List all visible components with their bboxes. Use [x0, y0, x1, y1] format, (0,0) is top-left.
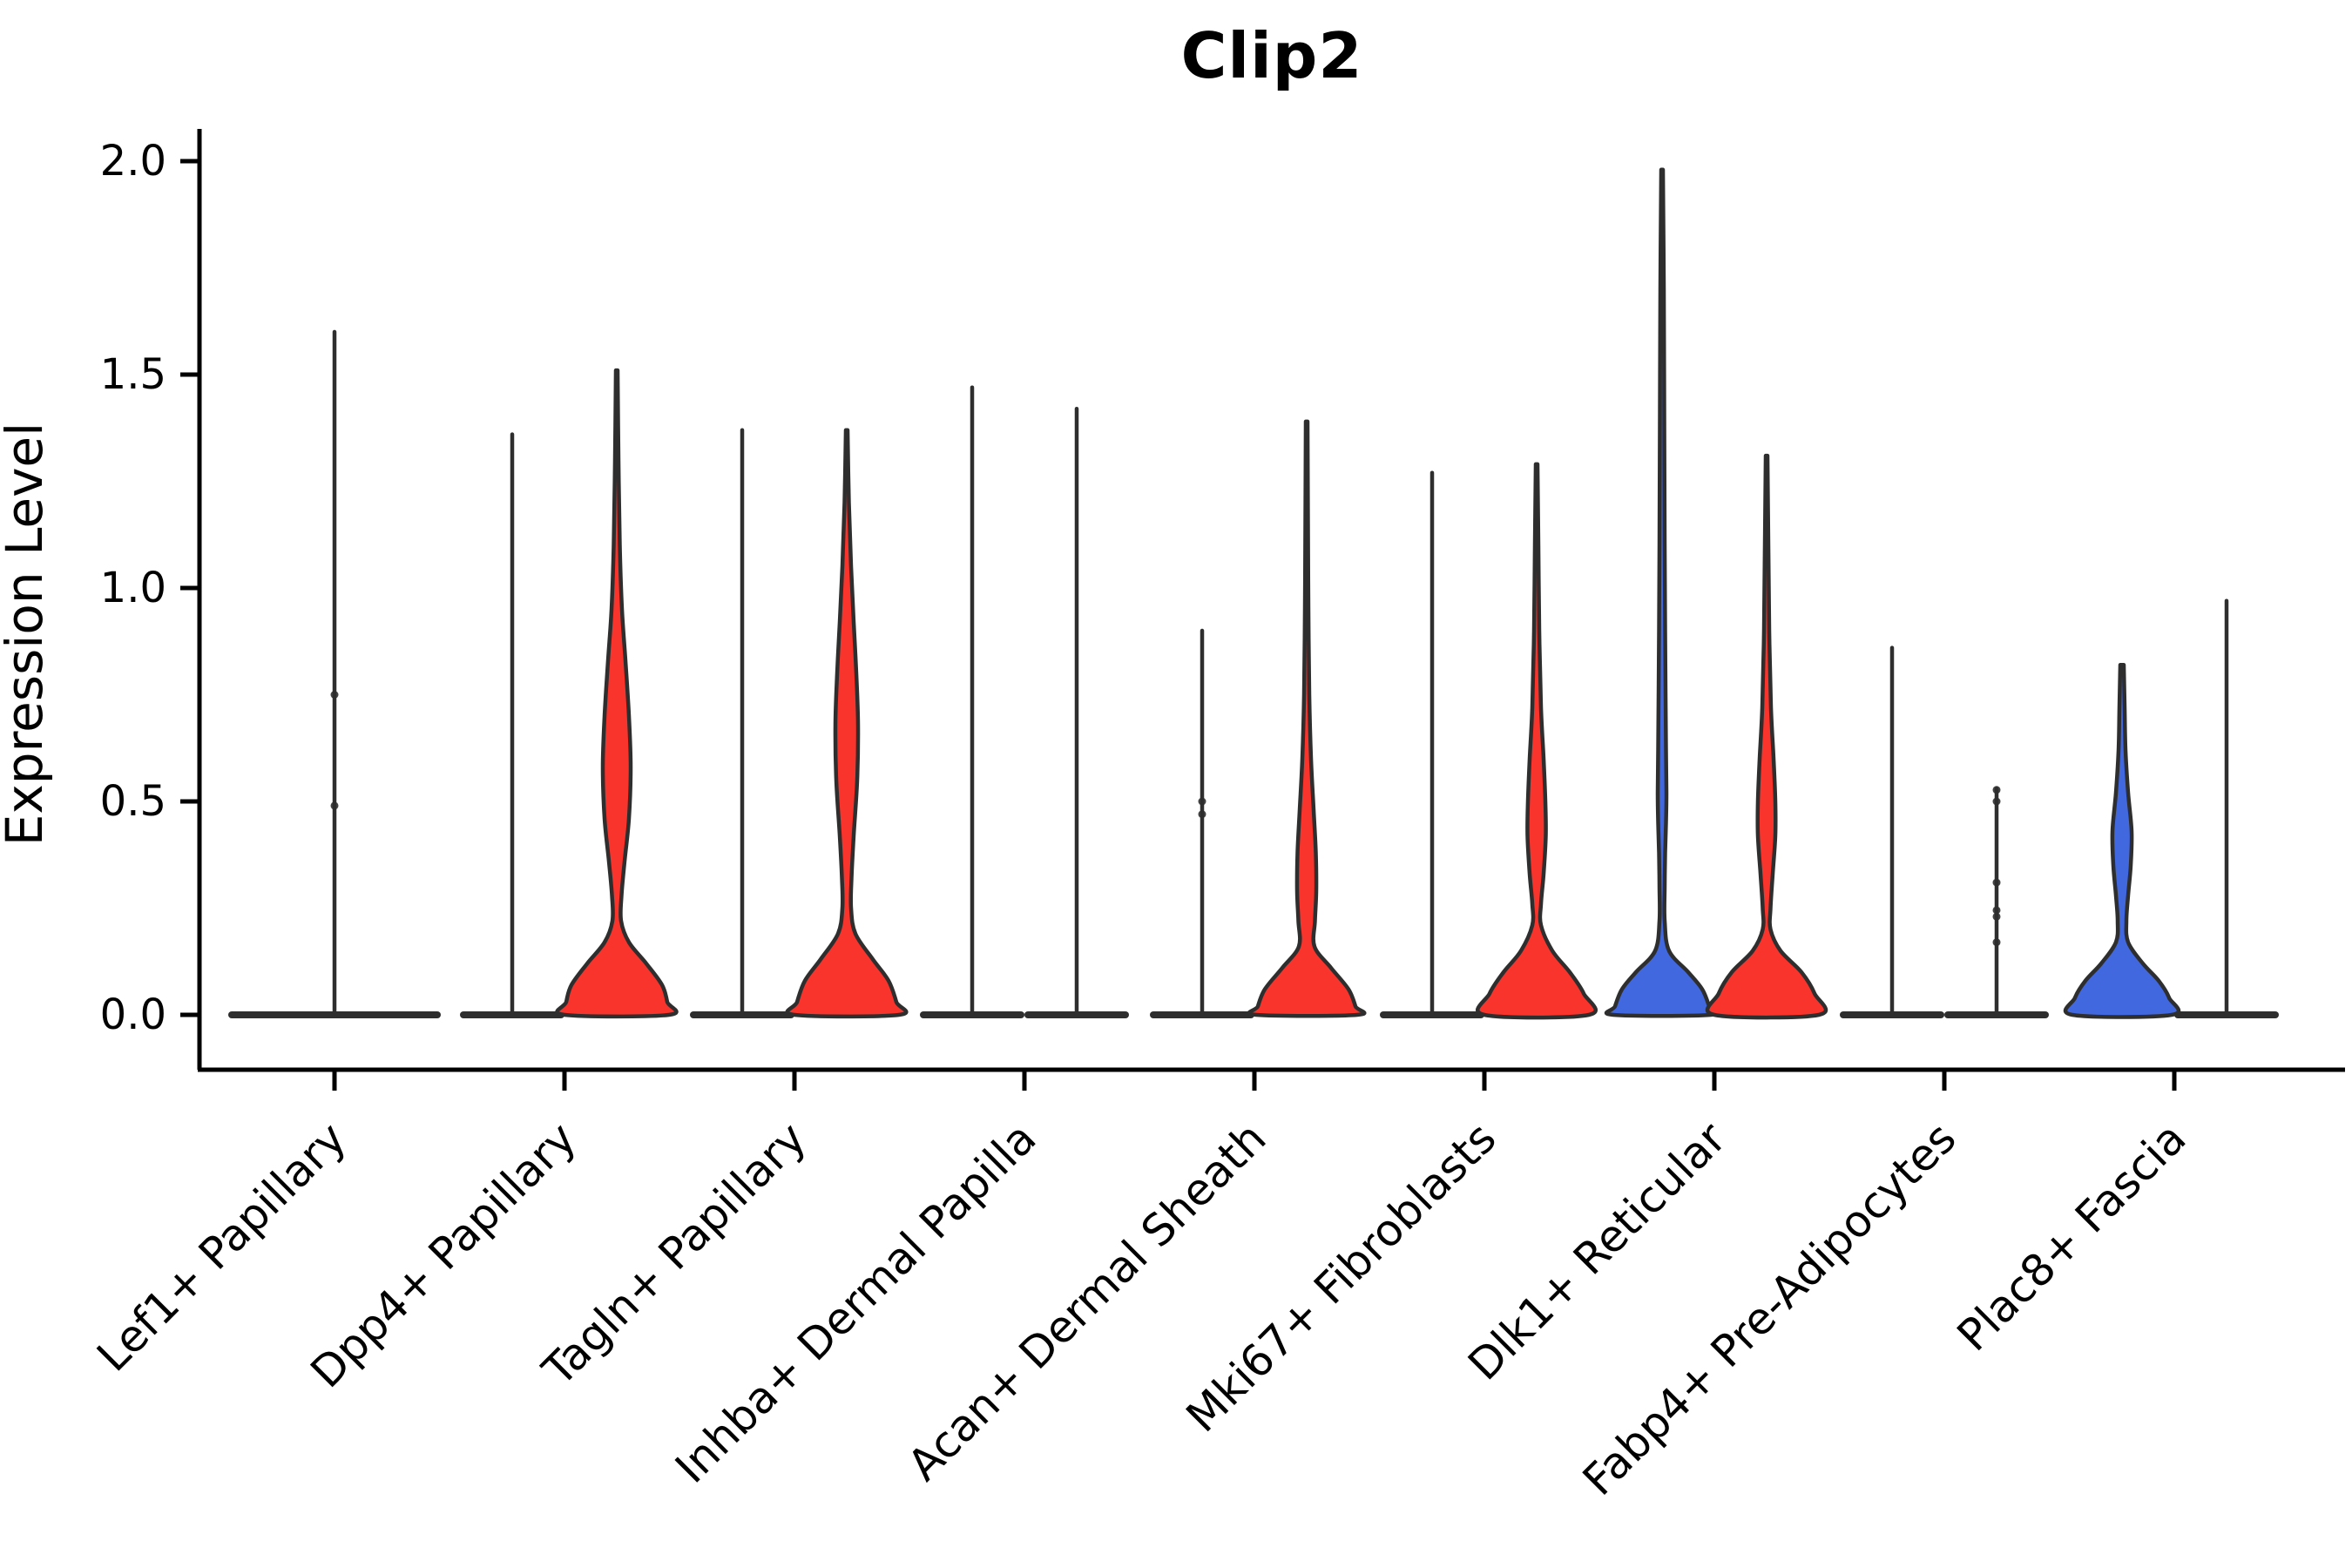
jitter-dot	[330, 801, 339, 810]
jitter-dot	[1992, 906, 2001, 915]
violin-red	[1247, 419, 1367, 1018]
violin-blue	[1604, 167, 1720, 1018]
y-tick-label: 0.0	[100, 990, 166, 1039]
violin-red	[555, 368, 679, 1019]
chart-title: Clip2	[1180, 19, 1363, 92]
x-tick-label: Plac8+ Fascia	[1948, 1112, 2196, 1361]
violin-red	[1705, 453, 1828, 1020]
jitter-dot	[1992, 797, 2001, 806]
x-tick-label: Fabp4+ Pre-Adipocytes	[1573, 1112, 1966, 1505]
violin-blue	[2063, 662, 2181, 1019]
jitter-dot	[1198, 797, 1206, 806]
violin-red	[1476, 462, 1598, 1020]
y-tick-label: 2.0	[100, 137, 166, 186]
jitter-dot	[1992, 786, 2001, 794]
jitter-dot	[1198, 810, 1206, 819]
violin-red	[785, 428, 909, 1019]
y-tick-label: 1.0	[100, 564, 166, 612]
y-tick-label: 0.5	[100, 777, 166, 826]
x-tick-label: Lef1+ Papillary	[87, 1112, 355, 1381]
jitter-dot	[1992, 912, 2001, 921]
jitter-dot	[1992, 938, 2001, 947]
y-tick-label: 1.5	[100, 350, 166, 399]
jitter-dot	[1992, 878, 2001, 887]
jitter-dot	[330, 691, 339, 699]
